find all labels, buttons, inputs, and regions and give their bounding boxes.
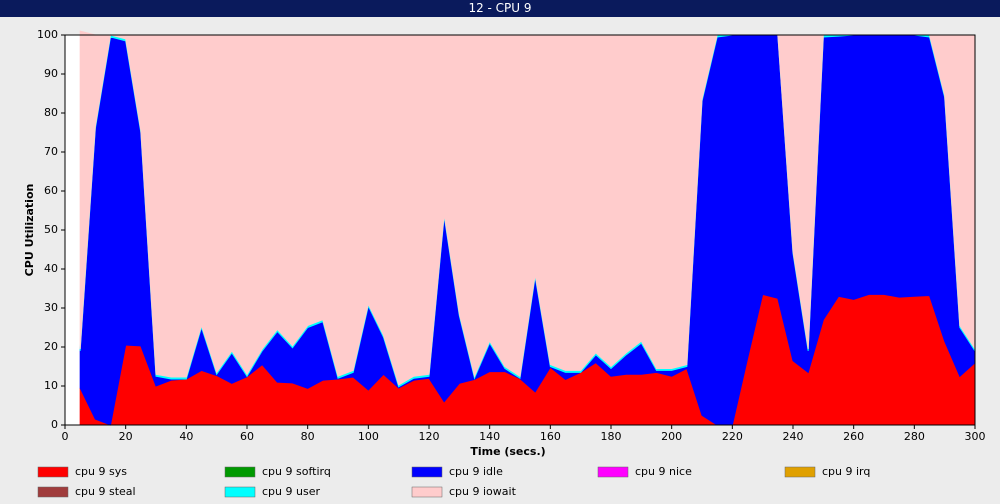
y-tick-label: 0 xyxy=(51,418,58,431)
legend-label: cpu 9 steal xyxy=(75,485,136,498)
y-tick-label: 30 xyxy=(44,301,58,314)
x-axis-label: Time (secs.) xyxy=(470,445,545,458)
legend-swatch xyxy=(784,466,816,478)
legend-swatch xyxy=(224,466,256,478)
x-tick-label: 200 xyxy=(661,430,682,443)
legend-label: cpu 9 sys xyxy=(75,465,127,478)
legend-swatch xyxy=(37,466,69,478)
y-tick-label: 60 xyxy=(44,184,58,197)
x-tick-label: 140 xyxy=(479,430,500,443)
x-tick-label: 220 xyxy=(722,430,743,443)
y-tick-label: 50 xyxy=(44,223,58,236)
x-tick-label: 240 xyxy=(783,430,804,443)
legend-label: cpu 9 idle xyxy=(449,465,503,478)
x-tick-label: 100 xyxy=(358,430,379,443)
y-tick-label: 20 xyxy=(44,340,58,353)
y-tick-label: 10 xyxy=(44,379,58,392)
legend-label: cpu 9 irq xyxy=(822,465,870,478)
x-tick-label: 160 xyxy=(540,430,561,443)
legend-swatch xyxy=(37,486,69,498)
y-tick-label: 70 xyxy=(44,145,58,158)
legend-swatch xyxy=(411,466,443,478)
x-tick-label: 40 xyxy=(179,430,193,443)
x-tick-label: 80 xyxy=(301,430,315,443)
x-tick-label: 300 xyxy=(965,430,986,443)
legend-label: cpu 9 nice xyxy=(635,465,692,478)
x-tick-label: 20 xyxy=(119,430,133,443)
x-tick-label: 260 xyxy=(843,430,864,443)
legend-swatch xyxy=(597,466,629,478)
x-tick-label: 0 xyxy=(62,430,69,443)
legend-label: cpu 9 user xyxy=(262,485,320,498)
y-axis-label: CPU Utilization xyxy=(23,184,36,277)
x-tick-label: 180 xyxy=(601,430,622,443)
y-tick-label: 80 xyxy=(44,106,58,119)
x-tick-label: 120 xyxy=(419,430,440,443)
y-tick-label: 100 xyxy=(37,28,58,41)
y-tick-label: 90 xyxy=(44,67,58,80)
y-tick-label: 40 xyxy=(44,262,58,275)
x-tick-label: 280 xyxy=(904,430,925,443)
legend-swatch xyxy=(411,486,443,498)
legend-swatch xyxy=(224,486,256,498)
x-tick-label: 60 xyxy=(240,430,254,443)
legend-label: cpu 9 iowait xyxy=(449,485,517,498)
legend-label: cpu 9 softirq xyxy=(262,465,331,478)
title-bar: 12 - CPU 9 xyxy=(0,0,1000,17)
